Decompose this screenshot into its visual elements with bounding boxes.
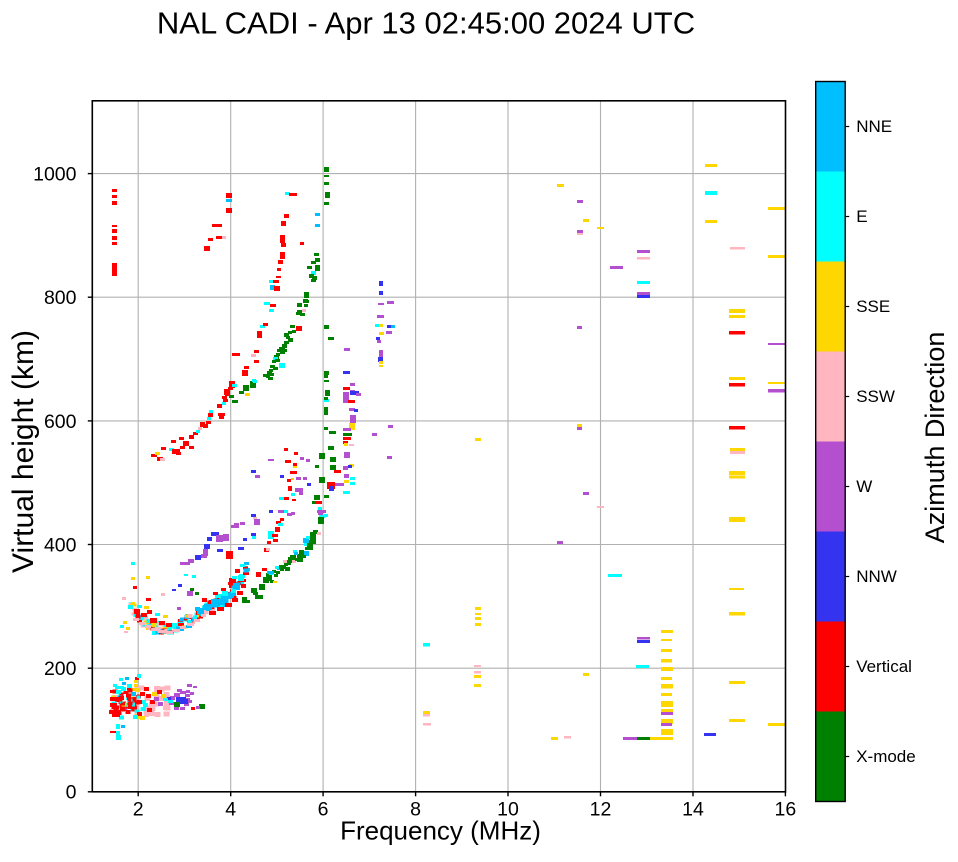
- svg-text:Frequency (MHz): Frequency (MHz): [340, 815, 541, 845]
- svg-text:E: E: [856, 207, 867, 226]
- svg-text:Vertical: Vertical: [856, 657, 912, 676]
- svg-text:400: 400: [44, 534, 77, 556]
- svg-text:16: 16: [775, 799, 797, 821]
- svg-text:2: 2: [133, 799, 144, 821]
- svg-text:600: 600: [44, 411, 77, 433]
- svg-text:SSE: SSE: [856, 297, 890, 316]
- svg-text:X-mode: X-mode: [856, 747, 916, 766]
- svg-text:10: 10: [497, 799, 519, 821]
- svg-text:200: 200: [44, 658, 77, 680]
- svg-text:1000: 1000: [33, 164, 77, 186]
- svg-text:NNE: NNE: [856, 117, 892, 136]
- svg-text:6: 6: [318, 799, 329, 821]
- svg-text:12: 12: [590, 799, 612, 821]
- svg-text:Virtual height (km): Virtual height (km): [7, 330, 40, 573]
- svg-text:14: 14: [682, 799, 704, 821]
- svg-text:0: 0: [66, 782, 77, 804]
- svg-text:NAL CADI - Apr 13 02:45:00 202: NAL CADI - Apr 13 02:45:00 2024 UTC: [157, 6, 695, 41]
- svg-text:8: 8: [410, 799, 421, 821]
- svg-text:NNW: NNW: [856, 567, 897, 586]
- svg-text:4: 4: [225, 799, 236, 821]
- svg-text:SSW: SSW: [856, 387, 895, 406]
- svg-text:800: 800: [44, 287, 77, 309]
- svg-text:Azimuth Direction: Azimuth Direction: [920, 332, 950, 544]
- svg-text:W: W: [856, 477, 872, 496]
